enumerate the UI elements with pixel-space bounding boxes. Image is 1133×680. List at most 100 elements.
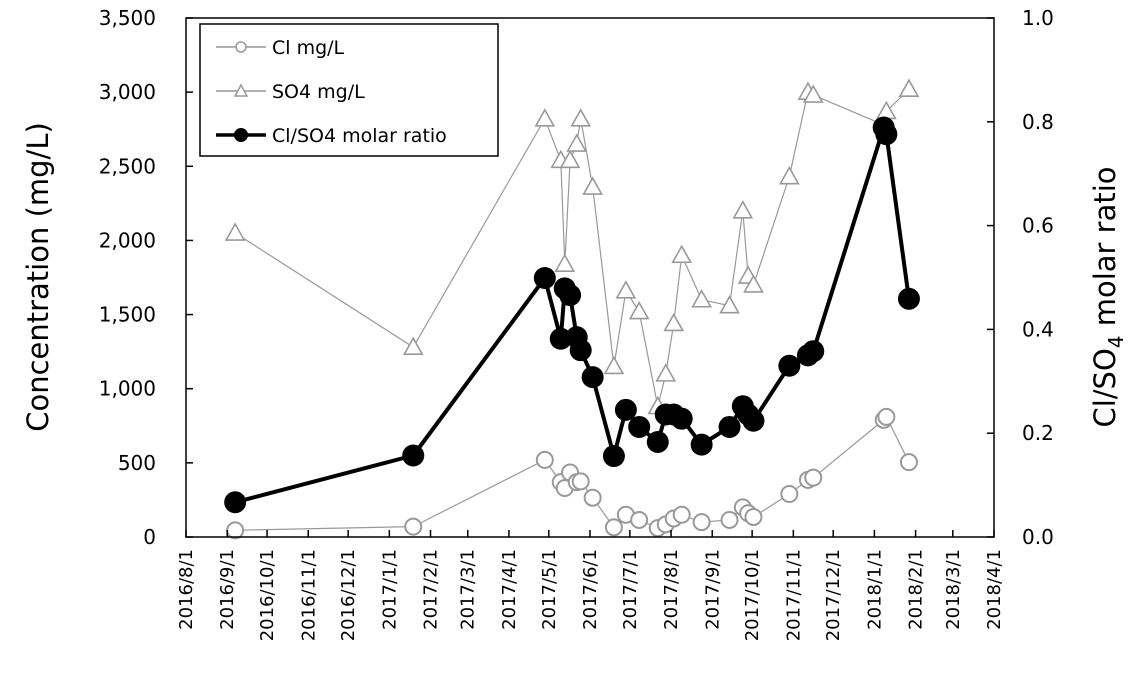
data-point-ratio xyxy=(628,415,651,438)
data-point-ratio xyxy=(646,431,669,454)
data-point-ratio xyxy=(559,284,582,307)
data-point-ratio xyxy=(581,366,604,389)
data-point-ratio xyxy=(718,415,741,438)
data-point-cl xyxy=(720,510,739,529)
y-left-tick-label: 500 xyxy=(118,451,156,475)
data-point-cl xyxy=(804,468,823,487)
y-right-tick-label: 1.0 xyxy=(1022,6,1054,30)
legend-cl-marker xyxy=(235,41,247,53)
x-tick-label: 2017/9/1 xyxy=(702,549,723,630)
data-point-cl xyxy=(692,513,711,532)
data-point-so4 xyxy=(691,289,712,308)
y-left-axis-title: Concentration (mg/L) xyxy=(21,122,55,432)
x-tick-label: 2017/12/1 xyxy=(823,549,844,641)
data-point-cl xyxy=(780,484,799,503)
data-point-ratio xyxy=(533,267,556,290)
data-point-so4 xyxy=(663,312,685,332)
y-left-tick-label: 3,000 xyxy=(99,80,156,104)
x-tick-label: 2016/10/1 xyxy=(257,549,278,641)
data-point-cl xyxy=(571,472,590,491)
y-right-tick-label: 0.6 xyxy=(1022,214,1054,238)
x-tick-label: 2018/1/1 xyxy=(864,549,885,630)
data-point-so4 xyxy=(559,149,581,169)
data-point-so4 xyxy=(534,108,556,127)
data-point-so4 xyxy=(402,336,424,355)
y-right-tick-label: 0.8 xyxy=(1022,110,1054,134)
data-point-cl xyxy=(630,510,649,529)
data-point-ratio xyxy=(402,444,425,467)
data-point-so4 xyxy=(719,295,740,314)
data-point-so4 xyxy=(603,355,625,375)
data-point-ratio xyxy=(670,407,693,430)
x-tick-label: 2018/2/1 xyxy=(906,549,927,630)
data-point-ratio xyxy=(802,340,825,363)
x-tick-label: 2017/1/1 xyxy=(379,549,400,630)
x-tick-label: 2016/8/1 xyxy=(176,549,197,630)
data-point-ratio xyxy=(778,354,801,377)
y-right-axis-title-subscript: 4 xyxy=(1104,336,1128,349)
data-point-ratio xyxy=(224,491,247,514)
data-point-so4 xyxy=(566,133,588,152)
x-tick-label: 2016/12/1 xyxy=(338,549,359,641)
data-point-cl xyxy=(535,450,554,469)
y-left-tick-label: 1,500 xyxy=(99,303,156,327)
data-point-so4 xyxy=(671,244,693,264)
data-point-cl xyxy=(226,521,245,540)
data-point-so4 xyxy=(628,300,650,320)
x-tick-label: 2017/8/1 xyxy=(661,549,682,630)
data-point-so4 xyxy=(554,253,576,272)
y-right-axis-title-tail: molar ratio xyxy=(1088,166,1122,335)
legend: Cl mg/L SO4 mg/L Cl/SO4 molar ratio xyxy=(199,23,499,157)
legend-label-so4: SO4 mg/L xyxy=(272,81,365,103)
data-point-ratio xyxy=(690,433,713,456)
x-tick-label: 2017/5/1 xyxy=(539,549,560,630)
y-right-axis-title-main: Cl/SO xyxy=(1088,348,1122,427)
data-point-so4 xyxy=(898,78,920,97)
series-layer xyxy=(224,78,920,540)
x-tick-label: 2018/4/1 xyxy=(984,549,1005,630)
x-tick-label: 2017/3/1 xyxy=(458,549,479,630)
y-right-tick-label: 0.2 xyxy=(1022,421,1054,445)
data-point-so4 xyxy=(802,84,824,103)
x-tick-label: 2016/9/1 xyxy=(217,549,238,630)
data-point-cl xyxy=(877,407,896,426)
data-point-ratio xyxy=(742,409,765,432)
x-tick-label: 2018/3/1 xyxy=(943,549,964,630)
x-tick-label: 2017/10/1 xyxy=(742,549,763,641)
legend-label-cl: Cl mg/L xyxy=(272,37,345,59)
data-point-so4 xyxy=(582,176,604,195)
data-point-cl xyxy=(672,505,691,524)
data-point-cl xyxy=(583,488,602,507)
x-tick-label: 2017/6/1 xyxy=(580,549,601,630)
data-point-ratio xyxy=(897,287,920,310)
legend-label-ratio: Cl/SO4 molar ratio xyxy=(272,125,447,147)
y-left-tick-label: 3,500 xyxy=(99,6,156,30)
data-point-so4 xyxy=(570,108,592,127)
y-left-tick-label: 2,000 xyxy=(99,228,156,252)
y-left-tick-label: 0 xyxy=(143,525,156,549)
data-point-ratio xyxy=(602,445,625,468)
y-right-axis-title: Cl/SO4 molar ratio xyxy=(1088,166,1128,427)
x-tick-label: 2017/7/1 xyxy=(620,549,641,630)
data-point-cl xyxy=(744,507,763,526)
y-left-tick-label: 2,500 xyxy=(99,154,156,178)
data-point-ratio xyxy=(549,327,572,350)
y-right-tick-label: 0.4 xyxy=(1022,317,1054,341)
data-point-ratio xyxy=(569,339,592,362)
y-right-tick-label: 0.0 xyxy=(1022,525,1054,549)
data-point-so4 xyxy=(655,363,677,382)
data-point-so4 xyxy=(615,280,637,299)
x-tick-label: 2016/11/1 xyxy=(298,549,319,641)
data-point-so4 xyxy=(778,166,800,185)
data-point-ratio xyxy=(875,123,898,146)
data-point-cl xyxy=(404,517,423,536)
data-point-so4 xyxy=(224,222,246,241)
legend-so4-marker xyxy=(233,83,249,97)
legend-ratio-marker xyxy=(234,128,248,142)
axes-layer: 0 500 1,000 1,500 2,000 2,500 3,000 3,500 0.0 0.2… xyxy=(99,6,1054,641)
x-tick-label: 2017/11/1 xyxy=(783,549,804,641)
data-point-so4 xyxy=(732,200,754,219)
data-point-cl xyxy=(899,453,918,472)
x-tick-label: 2017/4/1 xyxy=(499,549,520,630)
